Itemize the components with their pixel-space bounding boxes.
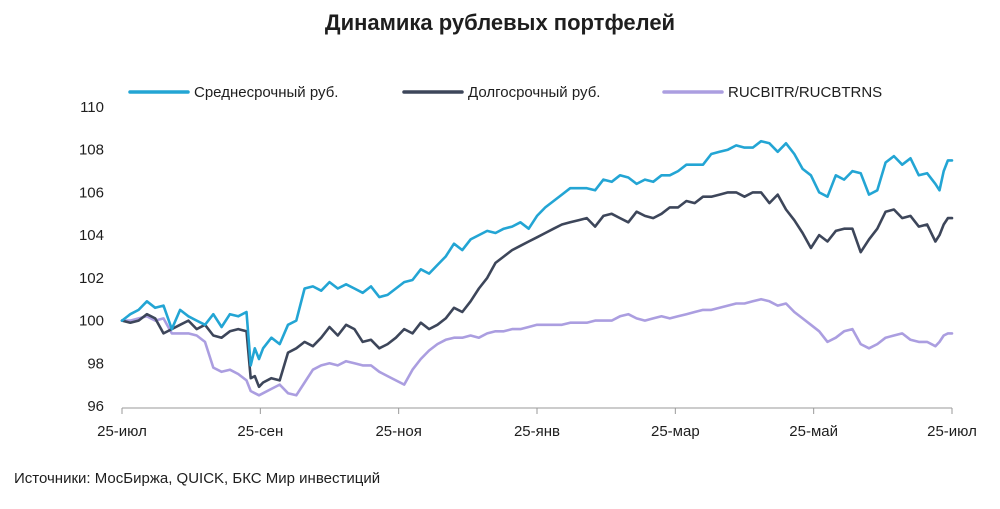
legend-label: Среднесрочный руб. bbox=[194, 84, 338, 101]
y-tick-label: 104 bbox=[79, 227, 104, 244]
x-axis: 25-июл 25-сен 25-ноя 25-янв 25-мар 25-май 25-и… bbox=[97, 407, 977, 440]
plot-area bbox=[120, 139, 954, 397]
x-tick-label: 25-май bbox=[789, 423, 838, 440]
y-tick-label: 108 bbox=[79, 142, 104, 159]
legend: Среднесрочный руб. Долгосрочный руб. RUCBI… bbox=[128, 84, 882, 101]
y-tick-label: 110 bbox=[80, 99, 104, 116]
legend-label: Долгосрочный руб. bbox=[468, 84, 600, 101]
x-tick-label: 25-мар bbox=[651, 423, 700, 440]
y-tick-label: 106 bbox=[79, 184, 104, 201]
y-tick-label: 100 bbox=[79, 313, 104, 330]
x-tick-label: 25-янв bbox=[514, 423, 560, 440]
chart-title: Динамика рублевых портфелей bbox=[324, 10, 676, 35]
x-tick-label: 25-ноя bbox=[375, 423, 421, 440]
legend-label: RUCBITR/RUCBTRNS bbox=[728, 84, 882, 101]
series-line bbox=[120, 297, 954, 397]
y-tick-label: 96 bbox=[87, 398, 104, 415]
y-tick-label: 98 bbox=[87, 355, 104, 372]
x-tick-label: 25-сен bbox=[237, 423, 283, 440]
x-tick-label: 25-июл bbox=[97, 423, 147, 440]
series-line bbox=[120, 139, 954, 367]
series-line bbox=[120, 191, 954, 389]
x-tick-label: 25-июл bbox=[927, 423, 977, 440]
y-tick-label: 102 bbox=[79, 270, 104, 287]
y-axis: 96 98 100 102 104 106 108 110 bbox=[79, 99, 104, 415]
source-note: Источники: МосБиржа, QUICK, БКС Мир инве… bbox=[14, 470, 381, 487]
line-chart: Среднесрочный руб. Долгосрочный руб. RUCBI… bbox=[79, 84, 977, 440]
